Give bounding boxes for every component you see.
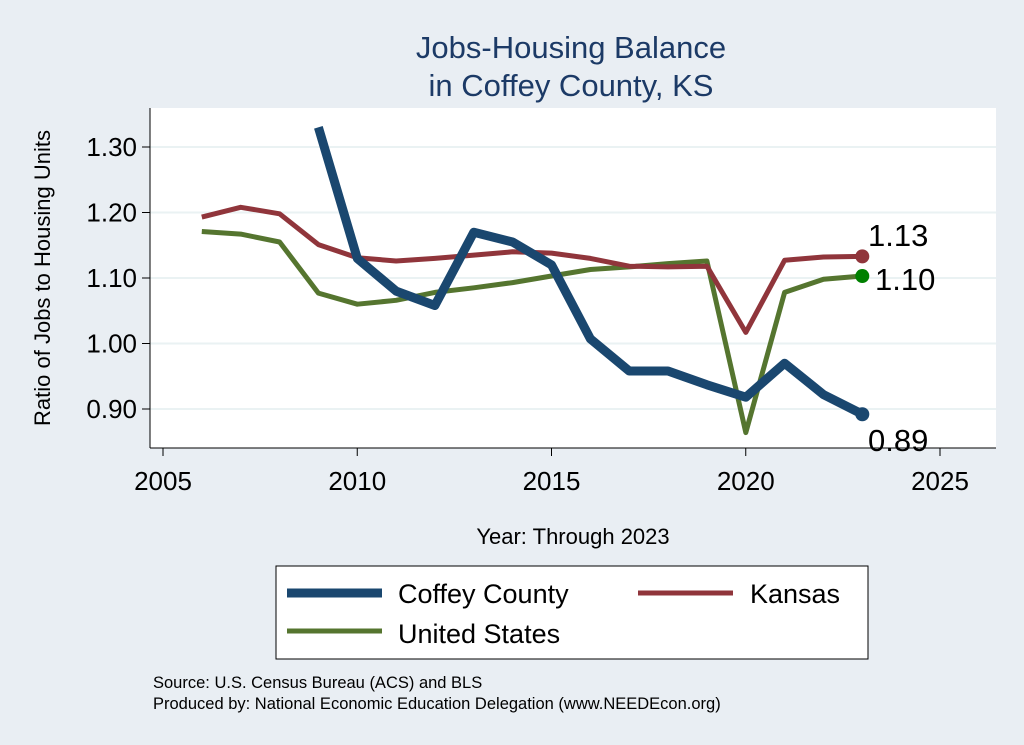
y-tick-label: 1.00 <box>86 329 137 359</box>
x-tick-label: 2015 <box>523 466 581 496</box>
y-tick-label: 1.20 <box>86 198 137 228</box>
x-tick-label: 2025 <box>911 466 969 496</box>
y-tick-label: 1.30 <box>86 132 137 162</box>
legend: Coffey County Kansas United States <box>275 565 869 660</box>
x-tick-label: 2020 <box>717 466 775 496</box>
legend-label-coffey-county: Coffey County <box>398 579 569 609</box>
end-label-kansas: 1.13 <box>868 218 928 253</box>
source-line-2: Produced by: National Economic Education… <box>153 695 721 713</box>
end-marker-united-states <box>855 269 870 284</box>
end-markers: 0.89 1.13 1.10 <box>855 218 935 458</box>
series-line-united-states <box>201 229 863 436</box>
source-line-1: Source: U.S. Census Bureau (ACS) and BLS <box>153 674 482 692</box>
x-axis-title: Year: Through 2023 <box>476 524 669 549</box>
series-line-coffey-county <box>314 126 865 419</box>
axes: 0.90 1.00 1.10 1.20 1.30 2005 2010 2015 2020 2025 <box>86 108 996 496</box>
chart-title-line-2: in Coffey County, KS <box>429 68 714 103</box>
end-label-united-states: 1.10 <box>875 262 935 297</box>
end-marker-coffey-county <box>855 407 870 422</box>
legend-label-kansas: Kansas <box>750 579 840 609</box>
chart-title-line-1: Jobs-Housing Balance <box>416 30 726 65</box>
series-lines <box>201 126 865 436</box>
legend-box <box>275 565 869 660</box>
y-axis-title: Ratio of Jobs to Housing Units <box>30 130 55 426</box>
end-marker-kansas <box>855 249 870 264</box>
legend-label-united-states: United States <box>398 619 560 649</box>
end-label-coffey-county: 0.89 <box>868 423 928 458</box>
x-tick-label: 2005 <box>134 466 192 496</box>
x-tick-label: 2010 <box>328 466 386 496</box>
y-tick-label: 0.90 <box>86 394 137 424</box>
y-tick-label: 1.10 <box>86 263 137 293</box>
